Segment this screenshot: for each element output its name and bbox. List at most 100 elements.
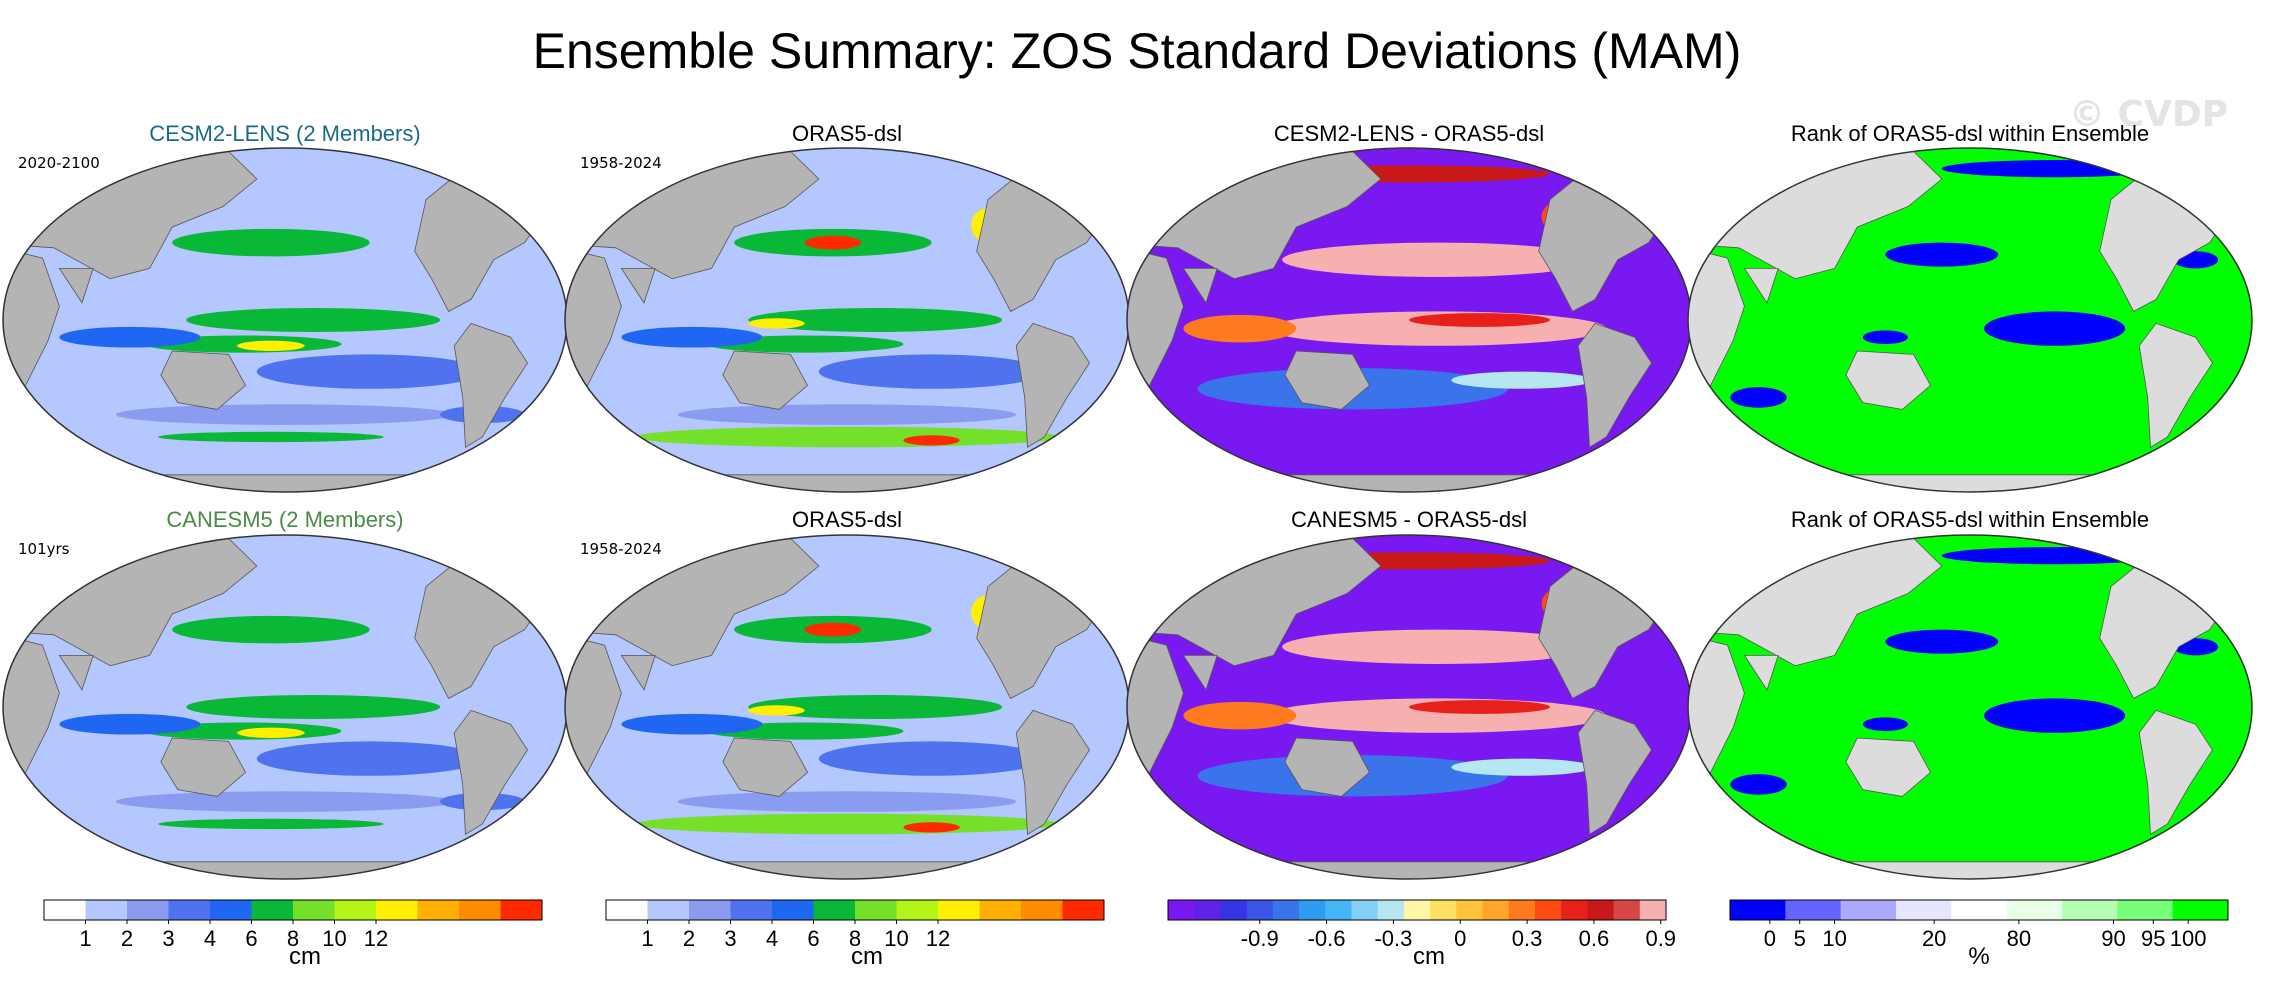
field-patch: [1409, 313, 1550, 327]
field-patch: [748, 694, 1003, 720]
colorbar-swatch: [500, 900, 543, 920]
colorbar-tick-label: 5: [1794, 926, 1806, 951]
colorbar-swatch: [44, 900, 86, 920]
panel-period: 101yrs: [18, 540, 70, 558]
panel-title: ORAS5-dsl: [792, 121, 902, 146]
colorbar-swatch: [1325, 900, 1352, 920]
colorbar-units: cm: [851, 943, 883, 970]
land-mass: [1845, 737, 1932, 797]
colorbar-swatch: [772, 900, 814, 920]
watermark-text: © CVDP: [2069, 94, 2229, 135]
colorbar-swatch: [1168, 900, 1195, 920]
colorbar-tick-label: 8: [287, 926, 299, 951]
field-patch: [677, 404, 1017, 425]
field-patch: [1730, 774, 1787, 795]
land-mass: [722, 350, 809, 410]
colorbar-swatch: [1896, 900, 1952, 920]
colorbar-swatch: [1272, 900, 1300, 920]
field-patch: [59, 713, 201, 735]
colorbar-swatch: [334, 900, 377, 920]
land-mass: [1284, 737, 1371, 797]
colorbar-tick-label: 0.3: [1512, 926, 1543, 951]
colorbar-swatch: [1730, 900, 1786, 920]
map-panel-7: CANESM5 - ORAS5-dsl: [1126, 507, 1692, 880]
land-mass: [2228, 157, 2252, 208]
colorbar-swatch: [1951, 900, 2008, 920]
colorbar-units: %: [1968, 943, 1989, 970]
map-field: [1127, 148, 1691, 492]
land-mass: [620, 655, 656, 691]
map-panel-4: Rank of ORAS5-dsl within Ensemble: [1687, 121, 2253, 493]
field-patch: [115, 404, 455, 425]
colorbar-swatch: [1785, 900, 1842, 920]
field-patch: [1282, 629, 1593, 664]
land-mass: [453, 709, 528, 835]
colorbar-tick-label: 2: [683, 926, 695, 951]
colorbar-swatch: [1482, 900, 1510, 920]
colorbar-swatch: [1220, 900, 1248, 920]
field-patch: [748, 705, 805, 716]
land-mass: [1182, 267, 1218, 304]
colorbar-swatch: [376, 900, 418, 920]
map-panel-2: ORAS5-dsl 1958-2024: [564, 121, 1130, 493]
land-mass: [1688, 637, 1745, 777]
colorbar-swatch: [2117, 900, 2174, 920]
land-mass: [160, 737, 247, 797]
field-patch: [1984, 311, 2126, 346]
panel-title: CESM2-LENS (2 Members): [149, 121, 420, 146]
figure-title: Ensemble Summary: ZOS Standard Deviation…: [532, 23, 1742, 79]
colorbar-swatch: [1430, 900, 1457, 920]
map-border: [1687, 534, 2253, 880]
colorbar-swatch: [1561, 900, 1588, 920]
colorbar-swatch: [1351, 900, 1379, 920]
land-mass: [1688, 474, 2252, 492]
field-patch: [158, 431, 384, 443]
field-patch: [804, 235, 862, 250]
land-mass: [1845, 350, 1932, 410]
colorbar-tick-label: 95: [2141, 926, 2165, 951]
colorbar-swatch: [1062, 900, 1105, 920]
panel-title: Rank of ORAS5-dsl within Ensemble: [1791, 507, 2149, 532]
colorbar-swatch: [210, 900, 252, 920]
field-patch: [1451, 371, 1593, 389]
map-field: [3, 148, 567, 492]
land-mass: [543, 157, 567, 208]
colorbar-swatch: [293, 900, 335, 920]
land-mass: [722, 737, 809, 797]
field-patch: [677, 791, 1017, 812]
colorbar-tick-label: 0: [1454, 926, 1466, 951]
colorbar-swatch: [1299, 900, 1326, 920]
field-patch: [1451, 758, 1593, 776]
field-patch: [1885, 242, 1999, 267]
colorbar-swatch: [1246, 900, 1274, 920]
colorbar-units: cm: [1413, 943, 1445, 970]
field-patch: [1730, 387, 1787, 408]
map-border: [1687, 147, 2253, 493]
field-patch: [1862, 330, 1908, 345]
land-mass: [620, 267, 656, 304]
colorbar-tick-label: 1: [641, 926, 653, 951]
field-patch: [804, 622, 862, 637]
colorbar-tick-label: 8: [849, 926, 861, 951]
field-patch: [748, 307, 1003, 333]
land-mass: [565, 637, 622, 777]
colorbar-swatch: [896, 900, 939, 920]
land-mass: [1127, 250, 1184, 390]
map-panel-6: ORAS5-dsl 1958-2024: [564, 507, 1130, 880]
field-patch: [621, 326, 763, 348]
field-patch: [1183, 701, 1297, 730]
field-patch: [1282, 242, 1593, 277]
land-mass: [1127, 861, 1691, 879]
colorbar-swatch: [730, 900, 773, 920]
colorbar-diff: -0.9 -0.6 -0.3 0 0.3 0.6 0.9 cm: [1167, 899, 1676, 970]
colorbar-frame: [1729, 899, 2229, 921]
colorbar-swatch: [127, 900, 169, 920]
field-patch: [635, 813, 1059, 835]
land-mass: [1015, 322, 1090, 448]
field-patch: [59, 326, 201, 348]
land-mass: [1105, 544, 1129, 595]
colorbar-swatch: [1194, 900, 1221, 920]
field-patch: [1941, 547, 2168, 565]
colorbar-tick-label: 6: [245, 926, 257, 951]
